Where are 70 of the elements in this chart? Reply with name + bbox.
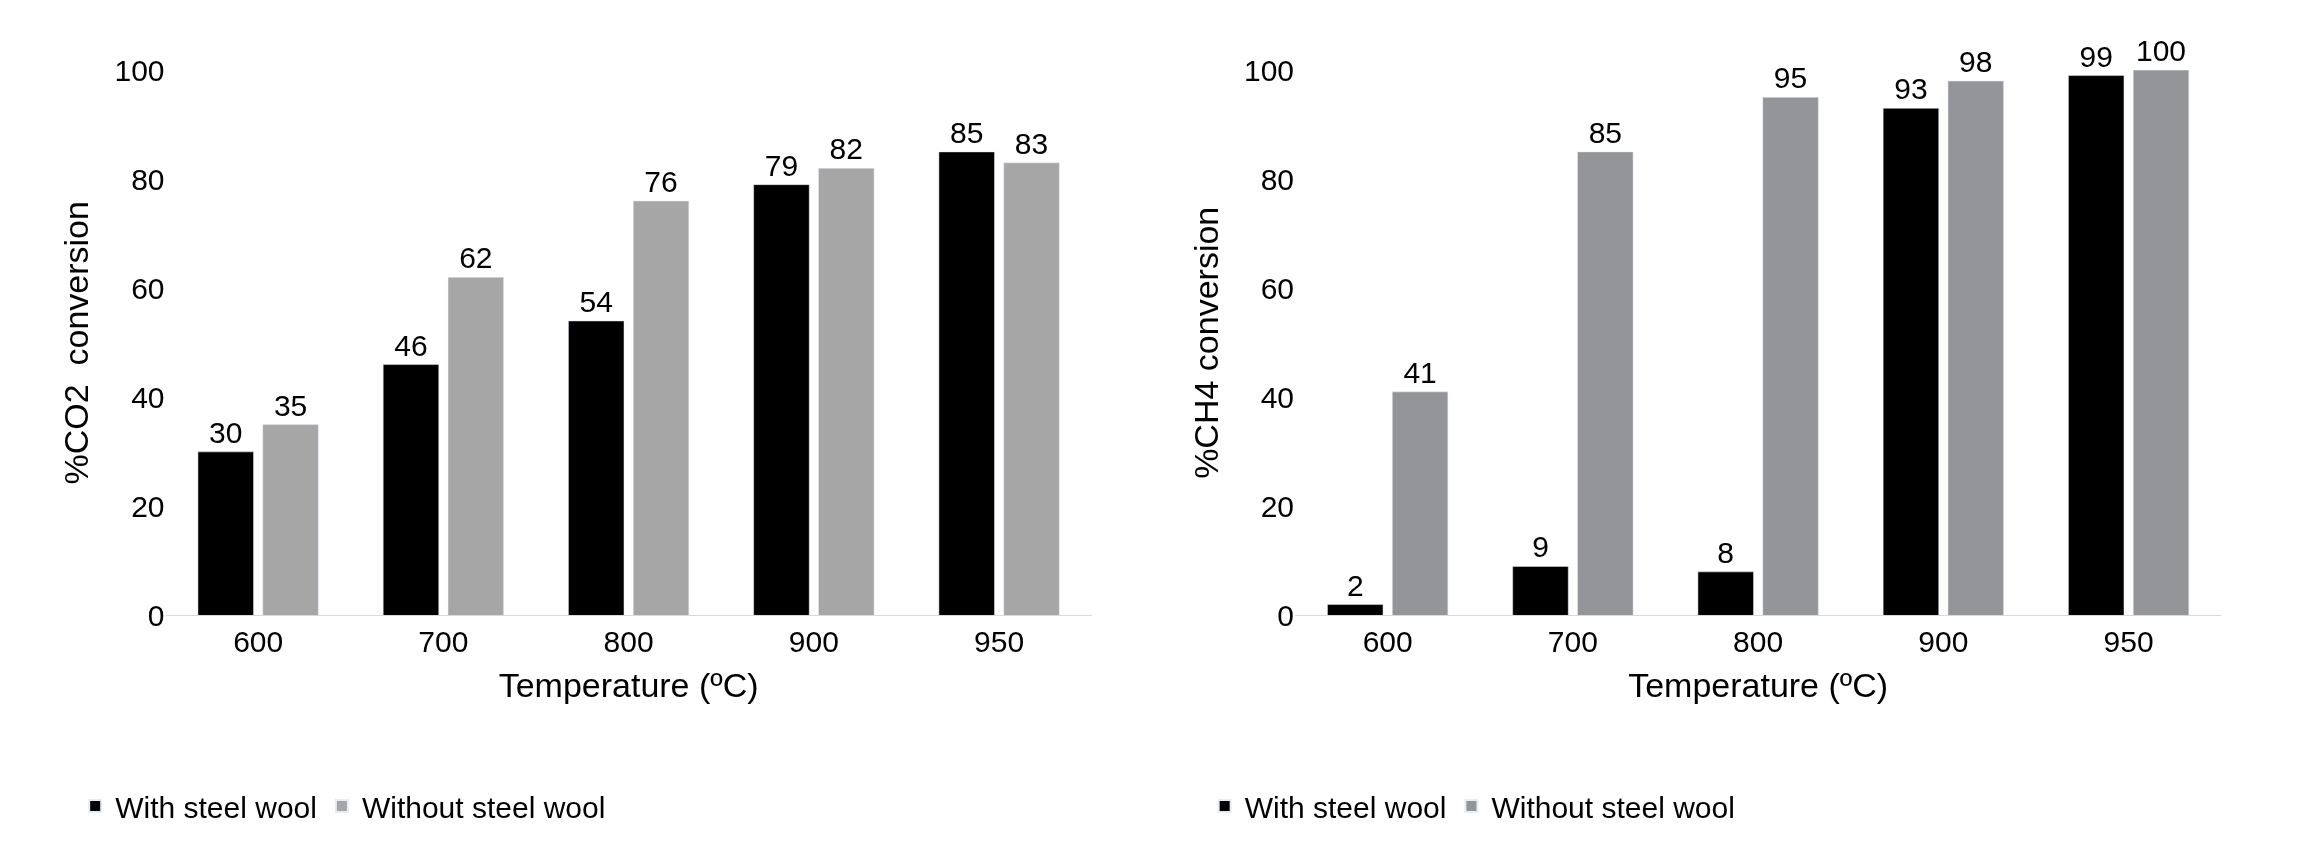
y-tick-label: 100 xyxy=(114,53,165,87)
y-tick-label: 60 xyxy=(131,271,165,305)
data-label: 46 xyxy=(394,328,428,362)
data-label: 83 xyxy=(1014,126,1049,160)
data-label: 76 xyxy=(644,164,678,198)
data-label: 93 xyxy=(1894,72,1928,106)
y-tick-label: 20 xyxy=(131,489,165,523)
bar xyxy=(447,277,504,616)
legend-label: Without steel wool xyxy=(1491,790,1735,824)
data-label: 8 xyxy=(1717,535,1735,569)
legend-label: With steel wool xyxy=(1244,790,1447,824)
x-tick-label: 950 xyxy=(2103,625,2154,659)
x-tick-label: 800 xyxy=(603,625,654,659)
bar xyxy=(1327,604,1384,616)
legend-label: Without steel wool xyxy=(361,790,606,824)
y-tick-label: 60 xyxy=(1260,271,1295,305)
bar xyxy=(1762,97,1819,616)
data-label: 79 xyxy=(764,148,799,182)
bar xyxy=(1882,108,1939,616)
y-tick-label: 0 xyxy=(1277,598,1295,632)
legend-label: With steel wool xyxy=(115,790,317,824)
bar xyxy=(1947,80,2004,616)
bar xyxy=(938,151,995,616)
x-tick-label: 900 xyxy=(788,625,839,659)
data-label: 95 xyxy=(1773,61,1808,95)
data-label: 62 xyxy=(459,241,493,275)
x-tick-label: 900 xyxy=(1918,625,1969,659)
data-label: 2 xyxy=(1346,568,1364,602)
data-label: 9 xyxy=(1532,530,1549,564)
data-label: 54 xyxy=(579,284,613,318)
bar xyxy=(262,424,319,616)
x-tick-label: 600 xyxy=(1362,625,1413,659)
bar xyxy=(1003,162,1060,616)
data-label: 35 xyxy=(273,388,308,422)
y-tick-label: 20 xyxy=(1260,489,1295,523)
x-tick-label: 700 xyxy=(1547,625,1598,659)
x-tick-label: 600 xyxy=(233,625,284,659)
data-label: 100 xyxy=(2135,34,2187,68)
bar xyxy=(2068,75,2125,616)
x-axis-title: Temperature (ºC) xyxy=(498,665,759,704)
bar xyxy=(753,184,810,616)
bar xyxy=(633,200,690,616)
x-tick-label: 800 xyxy=(1733,625,1784,659)
bar xyxy=(382,364,440,616)
bar xyxy=(568,320,625,616)
bar xyxy=(1512,566,1569,616)
bar xyxy=(1392,391,1449,616)
data-label: 41 xyxy=(1403,355,1437,389)
x-tick-label: 950 xyxy=(974,625,1025,659)
y-tick-label: 100 xyxy=(1243,53,1295,87)
bar xyxy=(2132,70,2190,616)
data-label: 99 xyxy=(2079,39,2113,73)
data-label: 85 xyxy=(1588,115,1622,149)
bar xyxy=(818,168,875,616)
bar xyxy=(1577,151,1634,616)
data-label: 30 xyxy=(209,415,243,449)
data-label: 82 xyxy=(829,132,863,166)
y-tick-label: 80 xyxy=(1260,162,1295,196)
data-label: 85 xyxy=(950,115,984,149)
y-axis-title: %CH4 conversion xyxy=(1186,206,1225,479)
y-tick-label: 40 xyxy=(1260,380,1295,414)
x-tick-label: 700 xyxy=(418,625,469,659)
y-tick-label: 40 xyxy=(131,380,165,414)
y-axis-title: %CO2 conversion xyxy=(57,201,96,485)
bar xyxy=(197,451,254,616)
y-tick-label: 0 xyxy=(147,598,165,632)
data-label: 98 xyxy=(1959,45,1993,79)
bar xyxy=(1697,571,1754,616)
x-axis-title: Temperature (ºC) xyxy=(1628,665,1889,704)
y-tick-label: 80 xyxy=(131,162,165,196)
